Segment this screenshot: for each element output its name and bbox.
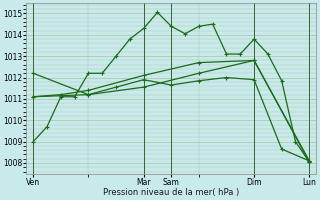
X-axis label: Pression niveau de la mer( hPa ): Pression niveau de la mer( hPa )	[103, 188, 239, 197]
